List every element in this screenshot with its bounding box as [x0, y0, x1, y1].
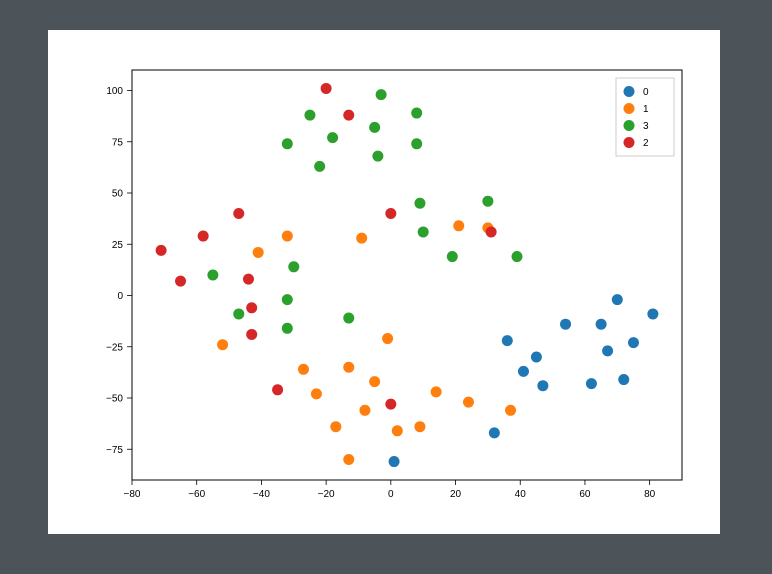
- x-tick-label: 80: [644, 489, 656, 500]
- data-point: [253, 247, 264, 258]
- data-point: [486, 226, 497, 237]
- data-point: [330, 421, 341, 432]
- data-point: [385, 208, 396, 219]
- legend-label: 3: [643, 121, 649, 132]
- y-tick-label: 0: [117, 291, 123, 302]
- data-point: [272, 384, 283, 395]
- legend-label: 0: [643, 87, 649, 98]
- data-point: [359, 405, 370, 416]
- data-point: [217, 339, 228, 350]
- data-point: [288, 261, 299, 272]
- data-point: [612, 294, 623, 305]
- data-point: [343, 313, 354, 324]
- data-point: [482, 196, 493, 207]
- data-point: [233, 208, 244, 219]
- scatter-chart: −80−60−40−20020406080−75−50−250255075100…: [48, 30, 720, 534]
- data-point: [385, 399, 396, 410]
- data-point: [414, 198, 425, 209]
- data-point: [314, 161, 325, 172]
- data-point: [321, 83, 332, 94]
- data-point: [618, 374, 629, 385]
- data-point: [411, 108, 422, 119]
- data-point: [411, 138, 422, 149]
- x-tick-label: 60: [579, 489, 591, 500]
- data-point: [414, 421, 425, 432]
- chart-container: −80−60−40−20020406080−75−50−250255075100…: [48, 30, 720, 534]
- data-point: [356, 233, 367, 244]
- y-tick-label: 25: [112, 240, 124, 251]
- data-point: [156, 245, 167, 256]
- data-point: [647, 308, 658, 319]
- data-point: [505, 405, 516, 416]
- y-tick-label: −25: [106, 342, 123, 353]
- legend-marker: [624, 86, 635, 97]
- data-point: [447, 251, 458, 262]
- data-point: [207, 270, 218, 281]
- data-point: [246, 329, 257, 340]
- legend-label: 1: [643, 104, 649, 115]
- data-point: [376, 89, 387, 100]
- data-point: [369, 122, 380, 133]
- data-point: [537, 380, 548, 391]
- x-tick-label: 20: [450, 489, 462, 500]
- data-point: [246, 302, 257, 313]
- legend-marker: [624, 137, 635, 148]
- x-tick-label: −80: [124, 489, 141, 500]
- data-point: [343, 362, 354, 373]
- legend-marker: [624, 120, 635, 131]
- data-point: [392, 425, 403, 436]
- data-point: [233, 308, 244, 319]
- data-point: [343, 454, 354, 465]
- data-point: [282, 138, 293, 149]
- x-tick-label: 0: [388, 489, 394, 500]
- data-point: [327, 132, 338, 143]
- legend-marker: [624, 103, 635, 114]
- data-point: [304, 110, 315, 121]
- data-point: [372, 151, 383, 162]
- data-point: [489, 427, 500, 438]
- x-tick-label: −60: [188, 489, 205, 500]
- data-point: [602, 345, 613, 356]
- data-point: [311, 388, 322, 399]
- data-point: [282, 323, 293, 334]
- data-point: [418, 226, 429, 237]
- data-point: [453, 220, 464, 231]
- data-point: [198, 231, 209, 242]
- x-tick-label: −40: [253, 489, 270, 500]
- data-point: [586, 378, 597, 389]
- y-tick-label: 50: [112, 189, 124, 200]
- data-point: [282, 294, 293, 305]
- data-point: [389, 456, 400, 467]
- data-point: [518, 366, 529, 377]
- x-tick-label: 40: [515, 489, 527, 500]
- data-point: [382, 333, 393, 344]
- data-point: [175, 276, 186, 287]
- data-point: [512, 251, 523, 262]
- y-tick-label: −75: [106, 445, 123, 456]
- data-point: [431, 386, 442, 397]
- y-tick-label: −50: [106, 394, 123, 405]
- x-tick-label: −20: [318, 489, 335, 500]
- data-point: [531, 352, 542, 363]
- data-point: [596, 319, 607, 330]
- data-point: [628, 337, 639, 348]
- y-tick-label: 100: [106, 86, 123, 97]
- y-tick-label: 75: [112, 137, 124, 148]
- legend-label: 2: [643, 138, 649, 149]
- data-point: [502, 335, 513, 346]
- data-point: [369, 376, 380, 387]
- data-point: [298, 364, 309, 375]
- data-point: [243, 274, 254, 285]
- data-point: [282, 231, 293, 242]
- data-point: [343, 110, 354, 121]
- data-point: [560, 319, 571, 330]
- data-point: [463, 397, 474, 408]
